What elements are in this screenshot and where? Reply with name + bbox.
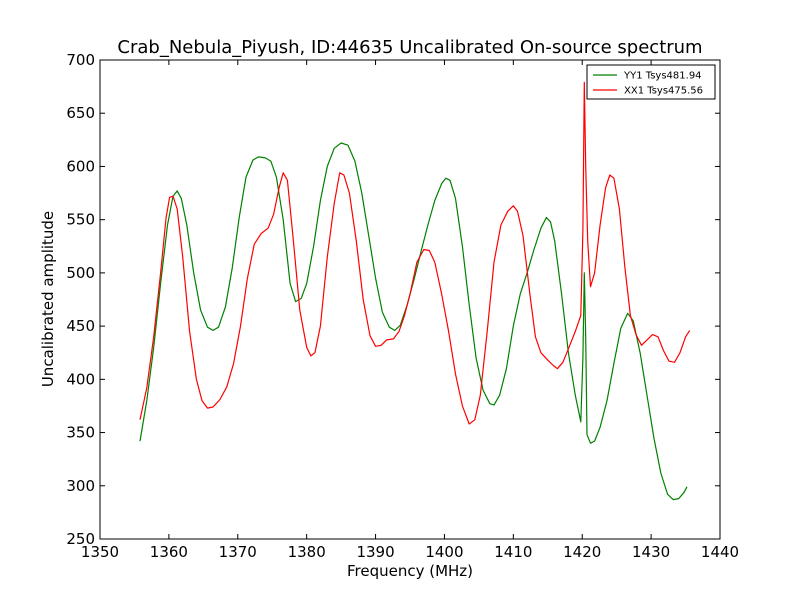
y-tick-label: 600 bbox=[66, 157, 95, 175]
y-axis: 250 300 350 400 450 500 550 600 650 700 bbox=[66, 51, 720, 548]
y-tick-label: 500 bbox=[66, 264, 95, 282]
y-tick-label: 700 bbox=[66, 51, 95, 69]
x-tick-label: 1440 bbox=[701, 543, 739, 561]
legend-label-1: YY1 Tsys481.94 bbox=[623, 71, 702, 82]
series-line-1 bbox=[139, 142, 688, 501]
plot-area bbox=[139, 81, 691, 501]
chart-title: Crab_Nebula_Piyush, ID:44635 Uncalibrate… bbox=[117, 37, 702, 58]
y-tick-label: 250 bbox=[66, 530, 95, 548]
x-tick-label: 1370 bbox=[219, 543, 257, 561]
x-tick-label: 1420 bbox=[563, 543, 601, 561]
y-tick-label: 450 bbox=[66, 317, 95, 335]
legend-box bbox=[586, 64, 716, 100]
plot-frame bbox=[99, 59, 721, 540]
y-tick-label: 350 bbox=[66, 424, 95, 442]
y-tick-label: 650 bbox=[66, 104, 95, 122]
y-tick-label: 300 bbox=[66, 477, 95, 495]
y-axis-label: Uncalibrated amplitude bbox=[39, 211, 57, 387]
y-tick-label: 400 bbox=[66, 370, 95, 388]
series-line-2 bbox=[139, 81, 691, 425]
x-axis-label: Frequency (MHz) bbox=[347, 562, 473, 580]
x-tick-label: 1390 bbox=[356, 543, 394, 561]
legend: YY1 Tsys481.94 XX1 Tsys475.56 bbox=[586, 64, 716, 100]
x-tick-label: 1380 bbox=[288, 543, 326, 561]
legend-label-2: XX1 Tsys475.56 bbox=[624, 86, 703, 97]
x-tick-label: 1430 bbox=[632, 543, 670, 561]
x-tick-label: 1360 bbox=[150, 543, 188, 561]
x-axis: 1350 1360 1370 1380 1390 1400 1410 1420 1430 1440 bbox=[81, 60, 739, 561]
x-tick-label: 1400 bbox=[425, 543, 463, 561]
y-tick-label: 550 bbox=[66, 211, 95, 229]
x-tick-label: 1410 bbox=[494, 543, 532, 561]
x-tick-label: 1350 bbox=[81, 543, 119, 561]
